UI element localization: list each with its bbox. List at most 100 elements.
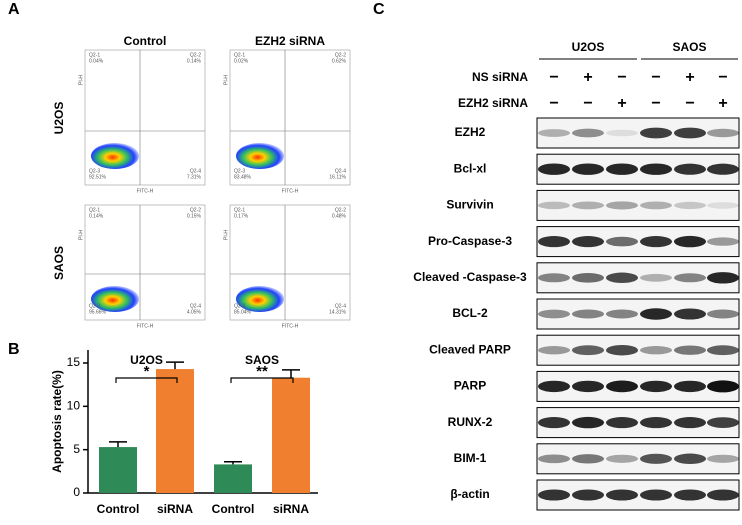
- band: [538, 346, 570, 355]
- band: [674, 380, 706, 393]
- band: [674, 489, 706, 501]
- plot-frame: [229, 49, 351, 186]
- band: [707, 345, 739, 356]
- protein-label: BIM-1: [454, 451, 487, 465]
- band: [640, 201, 672, 210]
- band: [707, 202, 739, 209]
- quadrant-percent: 0.04%: [89, 58, 104, 64]
- protein-label: Cleaved PARP: [429, 342, 511, 356]
- quadrant-name: Q2-1: [234, 52, 245, 58]
- quadrant-percent: 0.62%: [332, 58, 347, 64]
- y-axis-label: PI-H: [223, 230, 229, 240]
- quadrant-name: Q2-2: [335, 207, 346, 213]
- band: [674, 163, 706, 175]
- band: [674, 417, 706, 429]
- bar: [99, 447, 137, 493]
- band: [640, 489, 672, 501]
- condition-sign: +: [685, 69, 694, 86]
- panel-label: A: [8, 1, 20, 18]
- quadrant-name: Q2-2: [190, 52, 201, 58]
- protein-label: BCL-2: [452, 306, 488, 320]
- x-tick-label: Control: [97, 502, 140, 516]
- quadrant-percent: 4.05%: [187, 309, 202, 315]
- quadrant-percent: 14.31%: [329, 309, 347, 315]
- protein-label: Cleaved -Caspase-3: [413, 270, 527, 284]
- band: [606, 454, 638, 463]
- band: [707, 454, 739, 463]
- band: [538, 417, 570, 429]
- band: [606, 201, 638, 210]
- condition-sign: −: [549, 95, 558, 112]
- bracket: [230, 377, 294, 383]
- protein-label: RUNX-2: [448, 415, 493, 429]
- quadrant-name: Q2-3: [234, 303, 245, 309]
- condition-sign: −: [685, 95, 694, 112]
- band: [674, 235, 706, 248]
- band: [538, 273, 570, 283]
- band: [674, 201, 706, 209]
- quadrant-percent: 95.66%: [89, 309, 107, 315]
- band: [572, 380, 604, 393]
- band: [707, 272, 739, 284]
- band: [572, 345, 604, 356]
- band: [674, 453, 706, 465]
- y-tick-label: 10: [67, 399, 81, 413]
- condition-label: NS siRNA: [472, 70, 528, 84]
- group-label: U2OS: [572, 40, 605, 54]
- scatter-cloud: [236, 286, 284, 312]
- quadrant-name: Q2-4: [335, 168, 346, 174]
- band: [606, 163, 638, 175]
- bar: [214, 464, 252, 493]
- condition-label: EZH2 siRNA: [458, 96, 528, 110]
- quadrant-percent: 92.51%: [89, 174, 107, 180]
- plot-frame: [84, 204, 206, 321]
- band: [674, 308, 706, 320]
- band: [707, 309, 739, 319]
- x-tick-label: Control: [212, 502, 255, 516]
- bar: [272, 377, 310, 493]
- blot-frame: [536, 189, 740, 221]
- x-tick-label: siRNA: [273, 502, 309, 516]
- quadrant-percent: 85.04%: [234, 309, 252, 315]
- band: [572, 454, 604, 464]
- quadrant-percent: 0.17%: [234, 213, 249, 219]
- quadrant-name: Q2-1: [234, 207, 245, 213]
- condition-sign: −: [549, 69, 558, 86]
- scatter-cloud: [91, 286, 139, 312]
- band: [640, 453, 672, 464]
- band: [572, 416, 604, 429]
- quadrant-name: Q2-4: [335, 303, 346, 309]
- band: [572, 309, 604, 319]
- band: [640, 308, 672, 320]
- quadrant-percent: 16.11%: [329, 174, 346, 180]
- band: [538, 201, 570, 210]
- row-header: U2OS: [52, 102, 66, 135]
- significance: **: [256, 363, 268, 380]
- band: [572, 128, 604, 138]
- quadrant-name: Q2-2: [335, 52, 346, 58]
- band: [640, 380, 672, 393]
- band: [707, 417, 739, 428]
- band: [572, 273, 604, 283]
- scatter-cloud: [236, 143, 284, 169]
- band: [572, 163, 604, 175]
- band: [707, 489, 739, 501]
- band: [640, 163, 672, 175]
- quadrant-percent: 0.48%: [332, 213, 347, 219]
- band: [674, 273, 706, 283]
- column-header: Control: [124, 34, 167, 48]
- band: [538, 163, 570, 175]
- quadrant-name: Q2-3: [89, 168, 100, 174]
- quadrant-percent: 0.14%: [89, 213, 104, 219]
- band: [674, 345, 706, 355]
- plot-frame: [229, 204, 351, 321]
- band: [538, 129, 570, 137]
- condition-sign: −: [718, 69, 727, 86]
- condition-sign: +: [718, 95, 727, 112]
- band: [640, 417, 672, 429]
- y-tick-label: 15: [67, 355, 81, 369]
- band: [707, 128, 739, 138]
- protein-label: Survivin: [446, 198, 493, 212]
- band: [538, 489, 570, 501]
